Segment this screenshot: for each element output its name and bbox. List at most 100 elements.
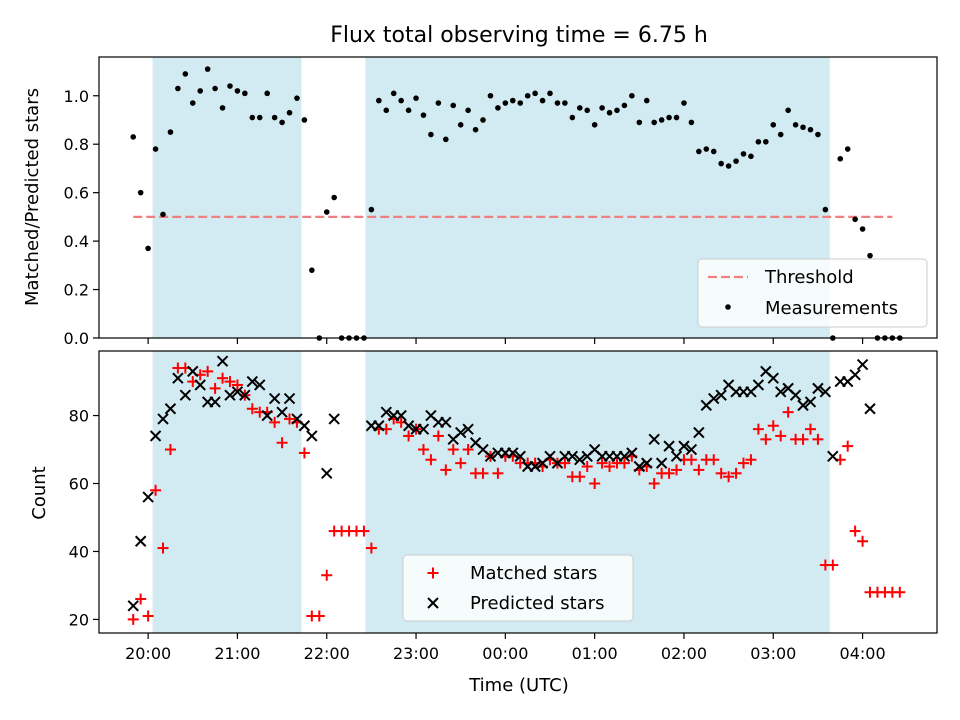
predicted-star-point (142, 491, 154, 503)
x-stroke-b (179, 389, 192, 401)
x-stroke-b (648, 433, 660, 446)
matched-star-point (276, 437, 288, 449)
measurement-point (405, 107, 412, 114)
x-stroke-b (797, 399, 809, 412)
measurement-point (539, 97, 546, 104)
x-stroke-b (127, 600, 139, 612)
y-tick-label: 0.0 (64, 329, 89, 348)
measurement-point (189, 100, 196, 106)
measurement-point (443, 136, 449, 143)
y-tick-label: 1.0 (64, 87, 89, 106)
measurement-point (279, 119, 285, 126)
measurement-point (130, 134, 137, 140)
figure-title: Flux total observing time = 6.75 h (330, 23, 708, 48)
y-tick-label: 80 (69, 407, 89, 426)
matched-star-point (827, 559, 839, 571)
predicted-star-point (268, 392, 281, 405)
predicted-star-point (209, 396, 221, 408)
predicted-star-point (276, 406, 288, 418)
measurement-point (152, 146, 159, 152)
legend-measurements-swatch (725, 304, 731, 310)
matched-star-point (142, 610, 154, 622)
matched-star-point (752, 423, 764, 435)
measurement-point (844, 146, 851, 152)
measurement-point (309, 267, 315, 273)
measurement-point (569, 114, 576, 121)
predicted-star-point (261, 409, 273, 422)
measurement-point (323, 209, 330, 215)
x-stroke-b (722, 379, 735, 391)
predicted-star-point (574, 454, 586, 466)
measurement-point (770, 122, 777, 128)
predicted-star-point (849, 369, 861, 381)
predicted-star-point (484, 450, 497, 463)
x-stroke-b (693, 426, 705, 439)
measurement-point (576, 105, 583, 111)
measurement-point (554, 100, 561, 106)
measurement-point (703, 146, 710, 152)
matched-star-point (738, 457, 750, 469)
predicted-star-point (157, 413, 169, 425)
matched-star-point (447, 444, 459, 456)
matched-star-point (403, 430, 415, 442)
measurement-point (584, 107, 591, 114)
measurement-point (718, 160, 724, 167)
measurement-point (331, 194, 337, 201)
predicted-star-point (663, 440, 675, 452)
matched-star-point (298, 447, 310, 459)
top-legend: Threshold Measurements (697, 258, 928, 328)
measurement-point (629, 92, 635, 99)
x-stroke-b (246, 375, 259, 388)
matched-star-point (857, 535, 869, 547)
predicted-star-point (789, 389, 802, 401)
matched-star-point (150, 484, 162, 496)
x-tick-label: 22:00 (304, 644, 350, 663)
predicted-star-point (514, 450, 526, 463)
x-stroke-b (395, 409, 407, 422)
measurement-point (777, 131, 784, 138)
matched-star-point (477, 467, 489, 479)
x-tick-label: 21:00 (214, 644, 260, 663)
predicted-star-point (693, 426, 705, 439)
predicted-star-point (417, 423, 430, 435)
predicted-star-point (804, 396, 817, 408)
x-stroke-b (708, 392, 720, 405)
y-tick-label: 40 (69, 542, 89, 561)
measurement-point (256, 114, 263, 121)
measurement-point (524, 92, 531, 99)
measurement-point (800, 124, 806, 131)
predicted-star-point (395, 409, 407, 422)
x-stroke-b (775, 386, 787, 398)
matched-star-point (224, 376, 236, 388)
predicted-star-point (373, 420, 385, 432)
bottom-plot-frame (98, 350, 938, 634)
predicted-star-point (216, 355, 229, 367)
x-stroke-b (454, 426, 467, 439)
x-stroke-b (187, 365, 199, 378)
predicted-star-point (775, 386, 787, 398)
x-stroke-b (685, 443, 698, 456)
matched-star-point (782, 406, 794, 418)
x-stroke-b (134, 535, 147, 547)
legend-box (697, 258, 928, 328)
matched-star-point (455, 457, 467, 469)
x-tick-label: 00:00 (482, 644, 528, 663)
x-tick-label: 03:00 (750, 644, 796, 663)
predicted-star-point (454, 426, 467, 439)
predicted-star-point (633, 460, 646, 473)
x-stroke-b (819, 386, 832, 398)
matched-star-point (365, 542, 377, 554)
x-stroke-b (849, 369, 861, 381)
measurement-point (457, 122, 464, 128)
matched-star-point (574, 471, 586, 483)
legend-measurements-label: Measurements (765, 298, 898, 319)
x-tick-label: 01:00 (572, 644, 618, 663)
predicted-star-point (127, 600, 139, 612)
matched-star-point (730, 467, 742, 479)
matched-stars-series (127, 362, 906, 625)
top-y-axis: 0.0 0.2 0.4 0.6 0.8 1.0 (64, 87, 99, 348)
predicted-star-point (231, 386, 244, 398)
measurement-point (413, 95, 419, 101)
predicted-star-point (648, 433, 660, 446)
